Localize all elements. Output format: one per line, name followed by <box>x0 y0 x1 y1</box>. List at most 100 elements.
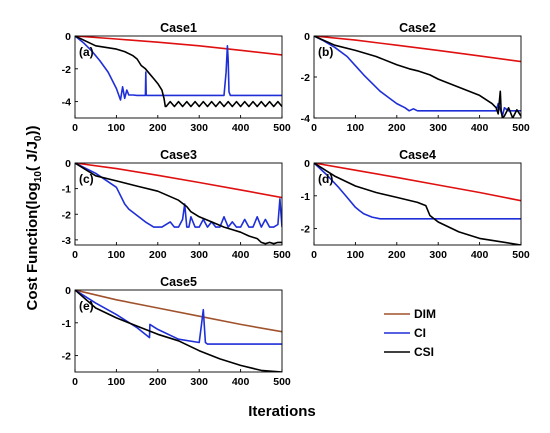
x-tick-label: 300 <box>190 249 208 261</box>
panel-label: (a) <box>79 45 94 59</box>
legend-label-ci: CI <box>414 326 426 340</box>
x-tick-label: 200 <box>388 249 406 261</box>
x-tick-label: 0 <box>72 376 78 388</box>
panel-label: (d) <box>318 172 333 186</box>
series-line-csi <box>314 36 521 118</box>
x-tick-label: 500 <box>273 376 291 388</box>
x-tick-label: 0 <box>311 122 317 134</box>
series-line-ci <box>314 163 521 220</box>
x-tick-label: 300 <box>190 122 208 134</box>
x-tick-label: 200 <box>149 376 167 388</box>
x-tick-label: 400 <box>232 122 250 134</box>
panel-label: (e) <box>79 299 94 313</box>
y-tick-label: 0 <box>65 285 71 297</box>
panel-label: (c) <box>79 172 94 186</box>
plot-frame <box>74 289 283 373</box>
panel-1: 0 100 200 300 400 500 0 -2 -4 Case1 (a) <box>62 21 291 134</box>
panel-label: (b) <box>318 45 333 59</box>
panel-title: Case2 <box>399 21 436 35</box>
y-tick-label: -3 <box>62 235 71 247</box>
panel-2: 0 100 200 300 400 500 0 -2 -4 Case2 (b) <box>301 21 530 134</box>
panel-title: Case4 <box>399 148 436 162</box>
plot-frame <box>313 162 522 246</box>
x-tick-label: 500 <box>512 122 530 134</box>
x-tick-label: 500 <box>512 249 530 261</box>
y-tick-label: 0 <box>304 31 310 43</box>
x-tick-label: 500 <box>273 249 291 261</box>
x-tick-label: 100 <box>108 376 126 388</box>
x-tick-label: 0 <box>311 249 317 261</box>
y-tick-label: -1 <box>62 184 71 196</box>
series-line-dim <box>314 36 521 63</box>
series-line-dim <box>75 290 282 333</box>
series-line-csi <box>314 163 521 245</box>
x-axis-label: Iterations <box>248 403 316 420</box>
y-tick-label: 0 <box>65 158 71 170</box>
series-group <box>75 163 282 245</box>
plot-area <box>314 36 521 118</box>
y-tick-label: -2 <box>62 351 71 363</box>
panel-3: 0 100 200 300 400 500 0 -1 -2 -3 Case3 (c) <box>62 148 291 261</box>
y-axis-label-sub2: 0 <box>33 135 44 141</box>
series-group <box>314 163 521 245</box>
y-axis-label-end: )) <box>24 125 41 135</box>
x-tick-label: 400 <box>471 249 489 261</box>
x-tick-label: 300 <box>429 122 447 134</box>
x-tick-label: 400 <box>232 376 250 388</box>
panel-title: Case5 <box>160 275 197 289</box>
panel-5: 0 100 200 300 400 500 0 -1 -2 Case5 (e) <box>62 275 291 388</box>
y-axis-label: Cost Function(log10( J/J0)) <box>24 125 44 310</box>
x-tick-label: 500 <box>273 122 291 134</box>
panel-title: Case3 <box>160 148 197 162</box>
y-tick-label: -1 <box>301 191 310 203</box>
legend-label-csi: CSI <box>414 345 434 359</box>
x-tick-label: 200 <box>149 122 167 134</box>
series-line-csi <box>75 163 282 245</box>
series-line-ci <box>75 163 282 228</box>
panel-4: 0 100 200 300 400 500 0 -1 -2 Case4 (d) <box>301 148 530 261</box>
x-tick-label: 100 <box>347 122 365 134</box>
y-tick-label: -4 <box>62 97 71 109</box>
series-line-ci <box>75 36 282 101</box>
series-group <box>314 36 521 118</box>
y-tick-label: -2 <box>62 209 71 221</box>
y-tick-label: -2 <box>301 72 310 84</box>
series-line-csi <box>75 36 282 108</box>
plot-frame <box>74 162 283 246</box>
panel-title: Case1 <box>160 21 197 35</box>
y-tick-label: -1 <box>62 318 71 330</box>
series-line-dim <box>314 163 521 202</box>
plot-area <box>314 163 521 245</box>
series-group <box>75 36 282 108</box>
x-tick-label: 100 <box>347 249 365 261</box>
y-tick-label: -2 <box>301 224 310 236</box>
x-tick-label: 100 <box>108 122 126 134</box>
plot-area <box>75 163 282 245</box>
y-tick-label: -2 <box>62 64 71 76</box>
x-tick-label: 300 <box>190 376 208 388</box>
plot-frame <box>74 35 283 119</box>
legend: DIM CI CSI <box>384 307 436 359</box>
x-tick-label: 100 <box>108 249 126 261</box>
y-axis-label-sub: 10 <box>33 171 44 183</box>
x-tick-label: 400 <box>232 249 250 261</box>
x-tick-label: 0 <box>72 122 78 134</box>
y-tick-label: 0 <box>65 31 71 43</box>
x-tick-label: 200 <box>149 249 167 261</box>
y-axis-label-mid: ( J/J <box>24 141 41 171</box>
y-tick-label: 0 <box>304 158 310 170</box>
x-tick-label: 400 <box>471 122 489 134</box>
y-axis-label-main: Cost Function(log <box>24 182 41 310</box>
legend-label-dim: DIM <box>414 307 436 321</box>
series-line-dim <box>75 163 282 199</box>
series-group <box>75 290 282 372</box>
y-tick-label: -4 <box>301 113 310 125</box>
series-line-dim <box>75 36 282 56</box>
x-tick-label: 0 <box>72 249 78 261</box>
x-tick-label: 300 <box>429 249 447 261</box>
plot-area <box>75 290 282 372</box>
x-tick-label: 200 <box>388 122 406 134</box>
panels-layer: 0 100 200 300 400 500 0 -2 -4 Case1 (a) 0 100 200 300 4… <box>62 21 530 388</box>
series-line-csi <box>75 290 282 372</box>
